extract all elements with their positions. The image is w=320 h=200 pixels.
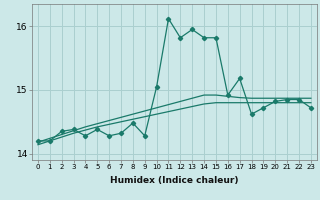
X-axis label: Humidex (Indice chaleur): Humidex (Indice chaleur) — [110, 176, 239, 185]
